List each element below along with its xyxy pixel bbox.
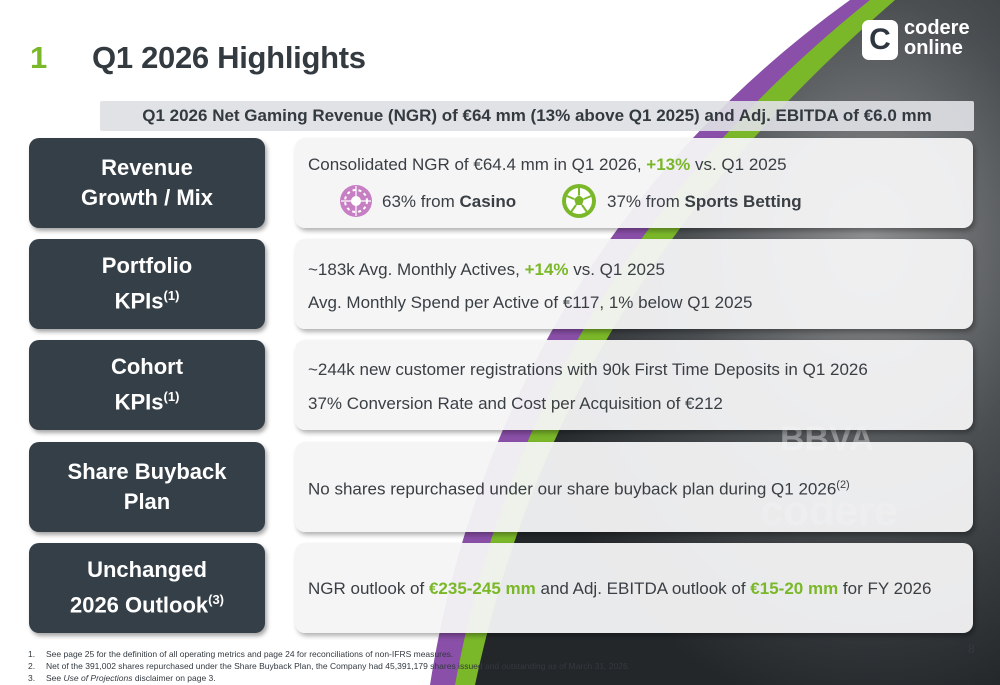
footnote-text: disclaimer on page 3. (132, 673, 216, 683)
ngr-outlook-highlight: €235-245 mm (428, 579, 536, 598)
registrations-line: ~244k new customer registrations with 90… (308, 360, 868, 379)
slide-section-number: 1 (30, 40, 48, 75)
ebitda-outlook-highlight: €15-20 mm (750, 579, 839, 598)
text: 37% from (607, 192, 685, 211)
text: and Adj. EBITDA outlook of (535, 579, 751, 598)
text: for FY 2026 (838, 579, 932, 598)
label-line-2: Plan (123, 489, 171, 514)
label-share-buyback: Share Buyback Plan (29, 442, 265, 532)
label-line-2: KPIs(1) (29, 281, 265, 316)
footnote-number: 3. (28, 673, 36, 683)
soccer-ball-icon (562, 184, 596, 218)
logo-badge: C (862, 20, 898, 60)
growth-highlight: +14% (524, 260, 569, 279)
text: 63% from (382, 192, 460, 211)
logo-line-2: online (904, 37, 963, 59)
footnote-ref: (3) (208, 592, 225, 608)
label-cohort-kpis: Cohort KPIs(1) (29, 340, 265, 430)
label-line-1: Portfolio (101, 253, 193, 279)
footnote-ref: (2) (836, 479, 850, 491)
codere-online-logo: C codere online (862, 18, 992, 66)
label-outlook: Unchanged 2026 Outlook(3) (29, 543, 265, 633)
label-line-1: Unchanged (87, 557, 207, 583)
label-portfolio-kpis: Portfolio KPIs(1) (29, 239, 265, 329)
footnote-text: Net of the 391,002 shares repurchased un… (46, 661, 631, 671)
content-revenue-growth: Consolidated NGR of €64.4 mm in Q1 2026,… (295, 138, 973, 228)
highlight-banner: Q1 2026 Net Gaming Revenue (NGR) of €64 … (100, 101, 974, 131)
text: vs. Q1 2025 (690, 155, 787, 174)
label-line-2: 2026 Outlook(3) (29, 585, 265, 620)
casino-share: 63% from Casino (382, 192, 516, 212)
monthly-actives-line: ~183k Avg. Monthly Actives, +14% vs. Q1 … (308, 260, 665, 280)
text: ~183k Avg. Monthly Actives, (308, 260, 525, 279)
footnote-2: 2. Net of the 391,002 shares repurchased … (28, 660, 630, 672)
label-line-2: Growth / Mix (81, 185, 213, 210)
text: KPIs (114, 288, 164, 314)
footnote-text: See (46, 673, 64, 683)
label-line-2: KPIs(1) (29, 382, 265, 417)
buyback-line: No shares repurchased under our share bu… (308, 479, 850, 500)
footnote-italic: Use of Projections (63, 673, 133, 683)
outlook-line: NGR outlook of €235-245 mm and Adj. EBIT… (308, 579, 931, 599)
footnote-text: See page 25 for the definition of all op… (46, 649, 454, 659)
footnote-3: 3. See Use of Projections disclaimer on p… (28, 672, 630, 684)
growth-highlight: +13% (646, 155, 691, 174)
roulette-chip-icon (340, 185, 372, 217)
text: vs. Q1 2025 (568, 260, 665, 279)
content-cohort-kpis: ~244k new customer registrations with 90… (295, 340, 973, 430)
sports-share: 37% from Sports Betting (607, 192, 802, 212)
page-number: 8 (968, 642, 975, 656)
footnote-number: 2. (28, 661, 36, 671)
content-outlook: NGR outlook of €235-245 mm and Adj. EBIT… (295, 543, 973, 633)
text: KPIs (114, 389, 164, 415)
revenue-line: Consolidated NGR of €64.4 mm in Q1 2026,… (308, 155, 787, 175)
content-share-buyback: No shares repurchased under our share bu… (295, 442, 973, 532)
label-line-1: Revenue (101, 155, 193, 180)
footnote-1: 1. See page 25 for the definition of all … (28, 648, 630, 660)
monthly-spend-line: Avg. Monthly Spend per Active of €117, 1… (308, 293, 753, 312)
footnotes: 1. See page 25 for the definition of all … (28, 648, 630, 684)
footnote-ref: (1) (163, 389, 180, 405)
text: No shares repurchased under our share bu… (308, 479, 837, 499)
label-line-1: Cohort (110, 354, 184, 380)
text: 2026 Outlook (69, 592, 209, 618)
label-revenue-growth: Revenue Growth / Mix (29, 138, 265, 228)
conversion-line: 37% Conversion Rate and Cost per Acquisi… (308, 394, 723, 413)
sports-label: Sports Betting (684, 192, 802, 211)
label-line-1: Share Buyback (67, 459, 227, 484)
slide-title: Q1 2026 Highlights (92, 40, 366, 75)
footnote-number: 1. (28, 649, 36, 659)
logo-wordmark: codere online (904, 18, 970, 58)
text: Consolidated NGR of €64.4 mm in Q1 2026, (308, 155, 647, 174)
logo-line-1: codere (904, 17, 970, 39)
casino-label: Casino (459, 192, 517, 211)
footnote-ref: (1) (163, 288, 180, 304)
content-portfolio-kpis: ~183k Avg. Monthly Actives, +14% vs. Q1 … (295, 239, 973, 329)
text: NGR outlook of (308, 579, 429, 598)
